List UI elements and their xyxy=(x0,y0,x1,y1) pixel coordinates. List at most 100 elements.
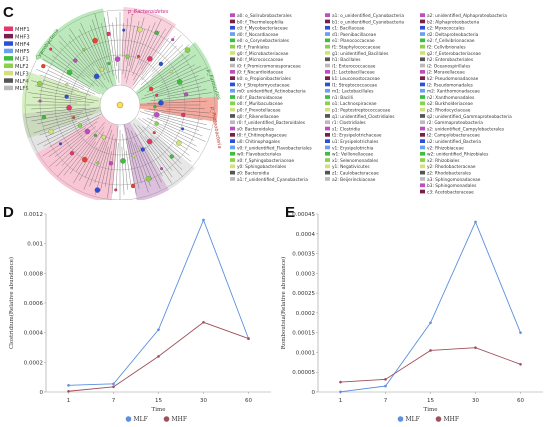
y-tick-label: 0.00045 xyxy=(292,212,315,218)
cladogram-branch xyxy=(63,136,96,176)
taxa-legend-label: g1: unidentified_Bacillales xyxy=(332,51,389,57)
taxa-legend-swatch xyxy=(325,13,330,17)
cladogram xyxy=(21,7,218,200)
data-point-mhf xyxy=(339,380,342,384)
y-tick-label: 0.00005 xyxy=(292,370,315,376)
cladogram-branch xyxy=(161,64,195,83)
cladogram-node xyxy=(169,70,173,74)
cladogram-node xyxy=(125,54,130,59)
cladogram-branch xyxy=(42,127,86,157)
taxa-legend-swatch xyxy=(325,51,330,55)
taxa-legend-swatch xyxy=(420,164,425,169)
y-tick-label: 0.00025 xyxy=(292,291,315,297)
taxa-legend-swatch xyxy=(325,95,330,99)
data-point-mlf xyxy=(202,218,205,222)
cladogram-node xyxy=(93,73,100,80)
taxa-legend-label: a1: o_unidentified_Cyanobacteria xyxy=(332,13,404,19)
taxa-legend-swatch xyxy=(325,114,330,118)
group-legend-swatch xyxy=(4,41,13,46)
cladogram-branch xyxy=(45,64,100,95)
taxa-legend-label: x1: Selenomonadales xyxy=(332,158,379,164)
taxa-legend-swatch xyxy=(420,13,425,17)
data-point-mlf xyxy=(519,331,522,334)
y-axis-label: Clostridium(Relative abundance) xyxy=(8,257,15,349)
taxa-legend-label: b2: Alphaproteobacteria xyxy=(427,19,479,25)
cladogram-branch xyxy=(69,126,105,174)
taxa-legend-label: w2: unidentified_Rhizobiales xyxy=(427,152,489,158)
cladogram-node xyxy=(77,123,83,128)
taxa-legend-swatch xyxy=(420,126,425,131)
cladogram-branch xyxy=(45,117,90,137)
cladogram-node xyxy=(108,161,114,166)
taxa-legend-swatch xyxy=(230,13,235,17)
x-axis-label: Time xyxy=(152,407,166,413)
cladogram-branch xyxy=(129,140,142,184)
cladogram-branch xyxy=(107,11,117,80)
taxa-legend-label: t0: f_Chitinophagaceae xyxy=(237,133,287,139)
cladogram-node xyxy=(154,30,159,35)
taxa-legend-swatch xyxy=(325,126,330,131)
cladogram-node xyxy=(82,156,88,163)
y-tick-label: 0.001 xyxy=(27,242,43,248)
cladogram-branch xyxy=(124,25,135,79)
taxa-legend-label: k2: Pseudomonadaceae xyxy=(427,76,479,82)
cladogram-branch xyxy=(139,145,161,189)
y-tick-label: 0.0012 xyxy=(24,212,43,218)
cladogram-node xyxy=(149,86,154,92)
cladogram-branch xyxy=(37,110,96,125)
taxa-legend-swatch xyxy=(420,183,425,188)
cladogram-branch xyxy=(100,134,114,191)
cladogram-branch xyxy=(124,124,140,189)
cladogram-branch xyxy=(54,132,85,157)
cladogram-node xyxy=(137,54,141,58)
taxa-legend-label: j1: Lactobacillaceae xyxy=(331,70,375,76)
cladogram-branch xyxy=(159,67,208,89)
cladogram-node xyxy=(107,61,111,65)
cladogram-branch xyxy=(137,125,183,177)
legend-label-mlf: MLF xyxy=(134,416,148,423)
taxa-legend-label: x0: f_Sphingobacteriaceae xyxy=(237,158,294,164)
x-tick-label: 30 xyxy=(472,398,479,404)
taxa-legend-label: d0: f_Nocardiaceae xyxy=(237,32,279,38)
clade-sector-bacteroidetes xyxy=(120,7,177,89)
taxa-legend-swatch xyxy=(420,145,425,150)
cladogram-node xyxy=(155,93,159,97)
cladogram-branch xyxy=(80,22,110,83)
taxa-legend-swatch xyxy=(325,101,330,106)
cladogram-branch xyxy=(84,136,105,179)
taxa-legend-label: k0: o_Propionibacteriales xyxy=(237,76,292,82)
cladogram-node xyxy=(184,92,189,97)
taxa-legend-label: c2: Myxococcales xyxy=(427,26,465,32)
taxa-legend-label: u2: unidentified_Bacteria xyxy=(427,139,481,145)
taxa-legend-label: l1: Streptococcaceae xyxy=(332,82,377,88)
y-tick-label: 0.00035 xyxy=(292,252,315,258)
group-legend-swatch xyxy=(4,78,13,83)
taxa-legend-label: l0: f_Streptomycetaceae xyxy=(237,82,290,88)
data-point-mlf xyxy=(474,220,477,224)
cladogram-node xyxy=(41,64,46,69)
cladogram-branch xyxy=(151,44,190,78)
cladogram-node xyxy=(122,28,126,32)
y-tick-label: 0.0001 xyxy=(296,350,315,356)
cladogram-branch xyxy=(83,125,112,190)
y-tick-label: 0 xyxy=(40,390,44,396)
taxa-legend-label: c0: f_Mycobacteriaceae xyxy=(237,26,288,32)
taxa-legend-swatch xyxy=(420,139,425,143)
taxa-legend-label: f0: f_Frankiales xyxy=(237,45,270,51)
taxa-legend-label: s2: unidentified_Campylobacterales xyxy=(427,126,505,132)
cladogram-branch xyxy=(95,146,109,195)
cladogram-branch xyxy=(50,49,85,78)
cladogram-node xyxy=(120,158,126,164)
taxa-legend-label: q2: unidentified_Gammaproteobacteria xyxy=(427,114,512,120)
taxa-legend-label: h0: f_Micrococcaceae xyxy=(237,57,283,63)
cladogram-branch xyxy=(157,125,197,147)
taxa-legend-swatch xyxy=(420,32,425,36)
cladogram-branch xyxy=(141,37,169,76)
taxa-legend-swatch xyxy=(230,70,235,74)
taxa-legend-swatch xyxy=(230,126,235,131)
cladogram-node xyxy=(184,47,191,53)
taxa-legend-swatch xyxy=(230,101,235,106)
cladogram-node xyxy=(176,79,183,85)
cladogram-branch xyxy=(49,117,100,148)
y-tick-label: 0.0006 xyxy=(24,301,44,307)
